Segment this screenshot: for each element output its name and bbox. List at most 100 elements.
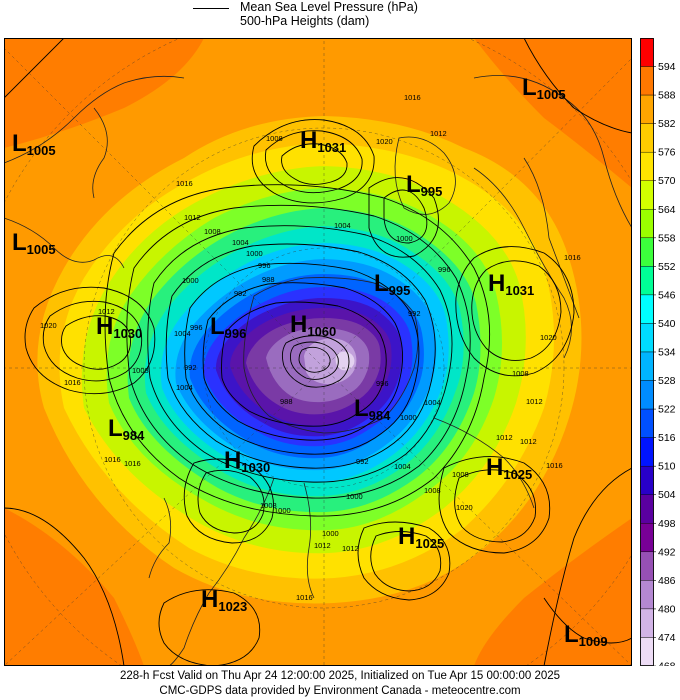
colorbar-tick-label: 582 — [658, 118, 676, 130]
isobar-label: 1004 — [424, 398, 441, 407]
isobar-label: 1016 — [124, 459, 141, 468]
colorbar-swatch — [640, 38, 654, 67]
pressure-center-high-southeast: H1025 — [486, 454, 532, 482]
height-band-588-se — [474, 518, 632, 666]
colorbar-swatch — [640, 323, 654, 353]
isobar-label: 1020 — [40, 321, 57, 330]
isobar-label: 1016 — [404, 93, 421, 102]
colorbar-swatch — [640, 437, 654, 467]
isobar-label: 1008 — [260, 501, 277, 510]
pressure-center-high-greenland: H1060 — [290, 311, 336, 339]
isobars — [4, 38, 632, 666]
isobar-label: 1000 — [274, 506, 291, 515]
isobar-label: 1016 — [296, 593, 313, 602]
colorbar-tick-label: 492 — [658, 546, 676, 558]
pressure-center-low-north-coast: L995 — [406, 171, 442, 199]
isobar-label: 1000 — [322, 529, 339, 538]
pressure-center-low-ne: L1005 — [522, 74, 566, 102]
pressure-center-low-west-2: L1005 — [12, 229, 56, 257]
colorbar-tick-label: 486 — [658, 575, 676, 587]
isobar-label: 1000 — [246, 249, 263, 258]
isobar-label: 1000 — [182, 276, 199, 285]
colorbar-swatch — [640, 151, 654, 181]
isobar-label: 996 — [258, 261, 271, 270]
isobar-label: 988 — [280, 397, 293, 406]
isobar-label: 1016 — [64, 378, 81, 387]
isobar-label: 1012 — [314, 541, 331, 550]
isobar-labels: 1016 1012 1008 1004 1000 996 992 988 102… — [40, 93, 581, 602]
isobar-label: 992 — [234, 289, 247, 298]
colorbar-tick-label: 564 — [658, 204, 676, 216]
colorbar-swatch — [640, 608, 654, 638]
colorbar-tick-label: 528 — [658, 375, 676, 387]
isobar-label: 1004 — [174, 329, 191, 338]
isobar-label: 1020 — [376, 137, 393, 146]
colorbar-swatch — [640, 351, 654, 381]
colorbar-swatch — [640, 494, 654, 524]
isobar-label: 996 — [376, 379, 389, 388]
pressure-center-low-pole-east: L995 — [374, 270, 410, 298]
colorbar-tick-label: 588 — [658, 90, 676, 102]
isobar-label: 1008 — [204, 227, 221, 236]
colorbar-tick-label: 546 — [658, 289, 676, 301]
colorbar-swatch — [640, 180, 654, 210]
isobar-label: 1008 — [266, 134, 283, 143]
isobar-label: 1016 — [546, 461, 563, 470]
colorbar-tick-label: 576 — [658, 147, 676, 159]
pressure-center-low-west-1: L1005 — [12, 130, 56, 158]
isobar-label: 992 — [408, 309, 421, 318]
forecast-map: 1016 1012 1008 1004 1000 996 992 988 102… — [4, 38, 632, 666]
data-credit-caption: CMC-GDPS data provided by Environment Ca… — [159, 685, 521, 697]
height-band-588-sw — [4, 508, 144, 666]
pressure-center-low-pole-south: L984 — [354, 395, 391, 423]
colorbar-tick-label: 558 — [658, 232, 676, 244]
colorbar-tick-label: 522 — [658, 404, 676, 416]
colorbar-tick-label: 594 — [658, 61, 676, 73]
pressure-center-high-south-central: H1030 — [224, 447, 270, 475]
colorbar-swatch — [640, 209, 654, 239]
colorbar-swatch — [640, 94, 654, 124]
height-band-588-ne — [474, 38, 632, 188]
colorbar-swatch — [640, 580, 654, 610]
isobar-label: 988 — [262, 275, 275, 284]
pressure-center-high-south: H1025 — [398, 523, 444, 551]
colorbar-tick-label: 504 — [658, 489, 676, 501]
pressure-center-high-west: H1030 — [96, 313, 142, 341]
isobar-label: 1016 — [176, 179, 193, 188]
isobar-label: 1012 — [496, 433, 513, 442]
pressure-center-high-north: H1031 — [300, 127, 346, 155]
isobar-label: 1020 — [540, 333, 557, 342]
colorbar-swatch — [640, 294, 654, 324]
isobar-label: 1004 — [394, 462, 411, 471]
isobar-label: 992 — [356, 457, 369, 466]
colorbar-tick-label: 534 — [658, 347, 676, 359]
isobar-label: 1008 — [424, 486, 441, 495]
colorbar-tick-label: 516 — [658, 432, 676, 444]
isobar-label: 1004 — [176, 383, 193, 392]
height-band-486 — [335, 351, 355, 371]
colorbar-swatch — [640, 551, 654, 581]
colorbar-tick-label: 570 — [658, 175, 676, 187]
height-colorbar: 594 588 582 576 570 564 558 552 546 540 534 528 522 5… — [640, 38, 676, 666]
isobar-label: 1008 — [512, 369, 529, 378]
isobar-label: 1000 — [396, 234, 413, 243]
isobar-label: 1012 — [98, 307, 115, 316]
pressure-center-high-east: H1031 — [488, 270, 534, 298]
heights-legend-label: 500-hPa Heights (dam) — [240, 14, 370, 28]
forecast-validity-caption: 228-h Fcst Valid on Thu Apr 24 12:00:00 … — [119, 670, 561, 682]
colorbar-tick-label: 510 — [658, 461, 676, 473]
colorbar-swatch — [640, 523, 654, 553]
pressure-center-low-se-corner: L1009 — [564, 621, 608, 649]
isobar-label: 996 — [438, 265, 451, 274]
colorbar-swatch — [640, 408, 654, 438]
colorbar-tick-label: 552 — [658, 261, 676, 273]
colorbar-tick-label: 480 — [658, 603, 676, 615]
colorbar-swatch — [640, 123, 654, 153]
isobar-label: 1000 — [346, 492, 363, 501]
isobar-label: 1012 — [520, 437, 537, 446]
graticule — [4, 38, 632, 666]
isobar-label: 1008 — [452, 470, 469, 479]
isobar-label: 1016 — [564, 253, 581, 262]
isobar-label: 1004 — [334, 221, 351, 230]
isobar-label: 1000 — [400, 413, 417, 422]
